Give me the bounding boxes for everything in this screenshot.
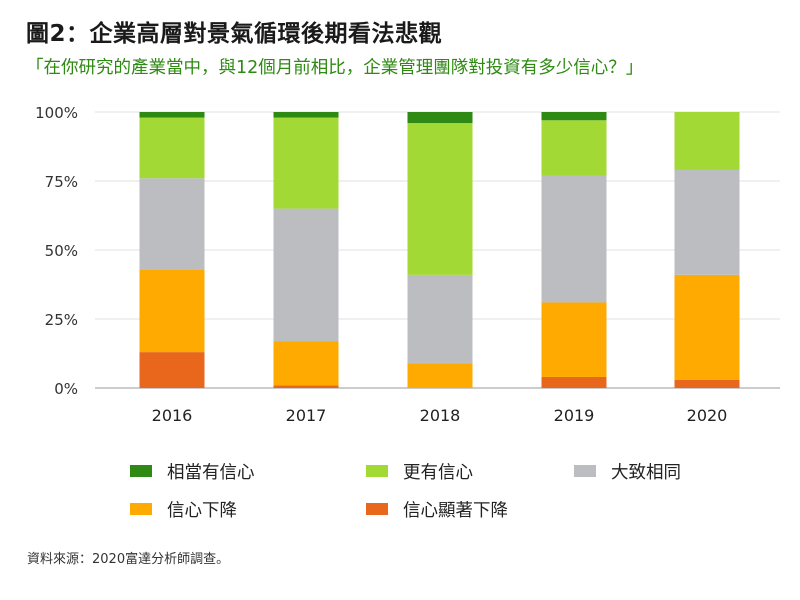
legend-label: 相當有信心 <box>167 463 255 483</box>
y-tick-label: 75% <box>45 173 78 191</box>
y-tick-label: 100% <box>35 104 78 122</box>
bar-segment <box>407 363 473 388</box>
x-tick-label: 2016 <box>152 406 193 425</box>
bar-segment <box>407 112 473 124</box>
bar-segment <box>674 274 740 380</box>
bar-segment <box>674 169 740 275</box>
y-tick-label: 25% <box>45 311 78 329</box>
chart-subtitle: 「在你研究的產業當中，與12個月前相比，企業管理團隊對投資有多少信心？」 <box>26 58 644 78</box>
legend-swatch <box>366 465 388 477</box>
bar-segment <box>139 117 205 179</box>
legend-label: 大致相同 <box>611 463 681 483</box>
bar-segment <box>541 112 607 121</box>
bar-segment <box>541 302 607 377</box>
bar-segment <box>541 376 607 388</box>
x-tick-label: 2020 <box>687 406 728 425</box>
legend-swatch <box>130 465 152 477</box>
bar-segment <box>273 112 339 118</box>
x-tick-label: 2018 <box>420 406 461 425</box>
bar-segment <box>541 120 607 176</box>
bar-segment <box>407 274 473 364</box>
axis-labels: 0% 25% 50% 75% 100% 2016 2017 2018 2019 2020 <box>35 104 727 425</box>
bar-segment <box>407 123 473 275</box>
y-tick-label: 0% <box>54 380 78 398</box>
legend-swatch <box>366 503 388 515</box>
bar-segment <box>139 352 205 388</box>
bar-segment <box>139 269 205 353</box>
bar-segment <box>541 175 607 303</box>
bar-segment <box>674 112 740 170</box>
legend-label: 信心下降 <box>167 501 237 521</box>
legend-swatch <box>130 503 152 515</box>
bar-segment <box>273 385 339 388</box>
legend-label: 信心顯著下降 <box>403 501 508 521</box>
bar-segment <box>674 379 740 388</box>
bar-segment <box>139 178 205 270</box>
legend-label: 更有信心 <box>403 463 473 483</box>
bar-segment <box>273 208 339 342</box>
x-tick-label: 2019 <box>554 406 595 425</box>
source-note: 資料來源：2020富達分析師調查。 <box>27 552 230 567</box>
bar-segment <box>139 112 205 118</box>
bar-segment <box>273 117 339 209</box>
y-tick-label: 50% <box>45 242 78 260</box>
chart-title: 圖2：企業高層對景氣循環後期看法悲觀 <box>26 21 443 47</box>
x-tick-label: 2017 <box>286 406 327 425</box>
bar-segment <box>273 341 339 386</box>
bars <box>139 112 740 388</box>
legend-swatch <box>574 465 596 477</box>
